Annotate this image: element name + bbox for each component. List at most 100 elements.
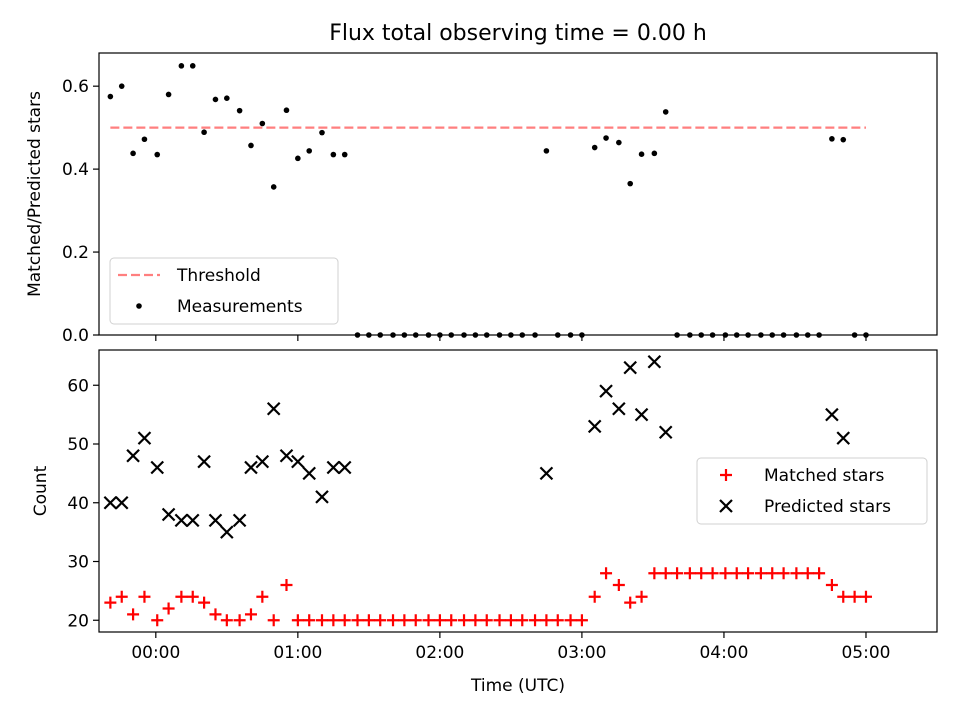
- matched-star-point: [624, 596, 637, 609]
- matched-star-point: [600, 567, 613, 580]
- matched-star-point: [162, 602, 175, 615]
- predicted-star-point: [539, 466, 554, 481]
- measurement-point: [591, 144, 598, 151]
- measurement-point: [178, 63, 185, 69]
- matched-star-point: [588, 590, 601, 603]
- measurement-point: [616, 139, 622, 146]
- x-tick-label: 04:00: [699, 643, 748, 663]
- matched-star-point: [433, 614, 446, 627]
- measurement-point: [270, 184, 277, 190]
- predicted-star-point: [266, 401, 281, 416]
- matched-star-point: [706, 567, 719, 580]
- matched-star-point: [635, 590, 648, 603]
- predicted-star-point: [291, 454, 305, 469]
- matched-star-point: [327, 614, 340, 627]
- matched-star-point: [813, 567, 826, 580]
- measurement-point: [154, 151, 161, 158]
- matched-star-point: [387, 614, 400, 627]
- matched-star-point: [198, 596, 211, 609]
- y-tick-label: 60: [67, 376, 89, 396]
- predicted-star-point: [208, 513, 223, 528]
- predicted-star-point: [647, 354, 662, 369]
- predicted-star-point: [150, 460, 165, 475]
- legend-matched-swatch: [720, 469, 732, 481]
- predicted-star-point: [836, 431, 851, 445]
- legend-predicted-label: Predicted stars: [764, 497, 891, 517]
- predicted-star-point: [232, 513, 247, 528]
- predicted-star-point: [137, 431, 152, 445]
- measurement-point: [259, 120, 266, 127]
- x-tick-label: 02:00: [415, 643, 464, 663]
- matched-star-point: [209, 608, 222, 621]
- predicted-star-point: [315, 490, 329, 504]
- legend-threshold-label: Threshold: [176, 266, 261, 286]
- predicted-star-point: [658, 425, 673, 440]
- measurement-point: [212, 96, 219, 103]
- measurement-point: [141, 136, 148, 143]
- ratio-legend: Threshold Measurements: [109, 257, 339, 325]
- matched-star-point: [175, 590, 188, 603]
- matched-star-point: [458, 614, 471, 627]
- count-panel: 20 30 40 50 60 00:00 01:00 02:00 03:00 04:00 05:00…: [67, 349, 938, 663]
- bottom-y-axis-label: Count: [31, 465, 51, 516]
- measurement-point: [295, 155, 301, 162]
- axes-frame: [98, 349, 938, 633]
- predicted-star-point: [161, 507, 176, 522]
- matched-star-point: [338, 614, 351, 627]
- predicted-star-point: [244, 460, 258, 475]
- matched-star-point: [303, 614, 316, 627]
- matched-star-point: [564, 614, 577, 627]
- matched-star-point: [575, 614, 588, 627]
- matched-star-point: [648, 567, 661, 580]
- matched-star-point: [186, 590, 199, 603]
- measurement-point: [330, 151, 337, 158]
- matched-star-point: [825, 579, 838, 591]
- matched-star-point: [351, 614, 364, 627]
- predicted-star-point: [634, 407, 649, 422]
- matched-star-point: [671, 567, 684, 580]
- matched-star-point: [695, 567, 708, 580]
- measurement-point: [189, 63, 196, 69]
- matched-star-point: [104, 596, 117, 609]
- predicted-star-point: [103, 495, 118, 510]
- measurement-point: [651, 150, 658, 157]
- y-tick-label: 40: [67, 494, 89, 514]
- measurement-point: [829, 136, 835, 142]
- x-tick-label: 00:00: [131, 643, 180, 663]
- predicted-star-point: [255, 454, 270, 469]
- matched-star-point: [291, 614, 304, 627]
- matched-star-point: [244, 608, 257, 621]
- matched-star-point: [516, 614, 529, 627]
- predicted-star-point: [126, 448, 140, 463]
- y-tick-label: 0.6: [62, 77, 89, 97]
- measurement-point: [224, 95, 230, 102]
- measurement-point: [319, 129, 325, 136]
- predicted-star-point: [114, 495, 129, 510]
- predicted-star-point: [612, 401, 626, 416]
- measurement-point: [341, 151, 348, 158]
- measurement-point: [107, 93, 114, 100]
- measurement-point: [236, 107, 243, 114]
- legend-box: [109, 257, 339, 325]
- measurement-point: [543, 148, 550, 154]
- matched-star-point: [540, 614, 553, 627]
- matched-star-point: [422, 614, 435, 627]
- matched-star-point: [777, 567, 790, 580]
- matched-star-point: [374, 614, 387, 627]
- measurement-point: [165, 91, 172, 98]
- matched-star-point: [493, 614, 506, 627]
- count-legend: Matched stars Predicted stars: [696, 457, 928, 525]
- matched-star-point: [742, 567, 755, 580]
- matched-star-point: [801, 567, 814, 580]
- matched-star-point: [612, 579, 625, 591]
- matched-star-point: [280, 579, 293, 591]
- measurement-point: [201, 129, 207, 136]
- y-tick-label: 0.4: [62, 160, 89, 180]
- measurement-point: [118, 83, 125, 89]
- matched-star-point: [469, 614, 482, 627]
- measurement-point: [603, 135, 609, 141]
- matched-star-point: [233, 614, 246, 627]
- ratio-panel: 0.0 0.2 0.4 0.6 Threshold Measurements: [62, 52, 938, 346]
- matched-star-point: [409, 614, 422, 627]
